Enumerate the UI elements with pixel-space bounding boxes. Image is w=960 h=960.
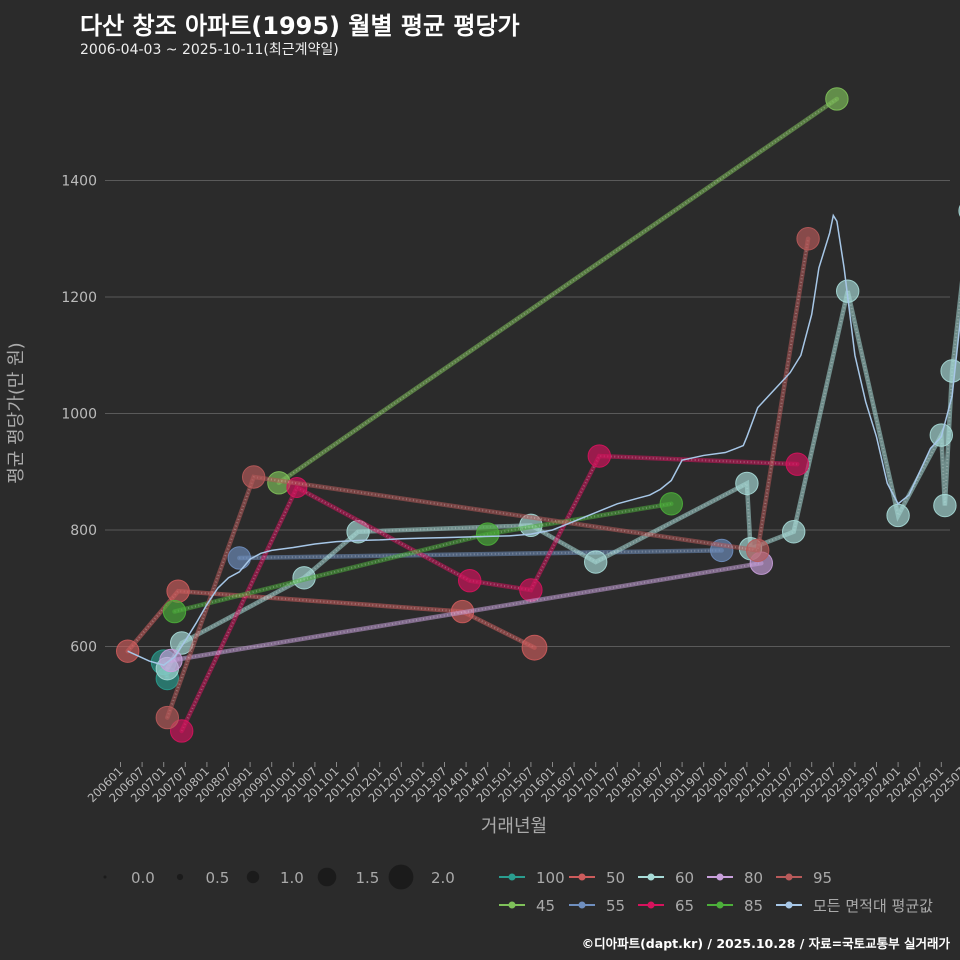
x-axis-label: 거래년월	[481, 816, 547, 837]
legend-label: 95	[813, 869, 832, 887]
data-point	[825, 87, 849, 111]
series-connector	[165, 236, 811, 720]
size-legend: 0.0 0.5 1.0 1.5 2.0	[103, 864, 455, 890]
data-point	[166, 579, 190, 603]
series-connector	[179, 453, 800, 734]
legend-item-1: 45	[499, 897, 555, 915]
legend-item-5: 65	[638, 897, 694, 915]
series-line	[127, 213, 960, 666]
data-point	[782, 520, 806, 544]
data-point	[227, 546, 252, 570]
series-8	[155, 227, 820, 730]
series-2	[116, 579, 548, 663]
data-point	[940, 359, 960, 383]
size-legend-label: 0.0	[131, 869, 155, 887]
size-legend-label: 2.0	[431, 869, 455, 887]
legend-item-3: 55	[569, 897, 625, 915]
legend-item-7: 85	[707, 897, 763, 915]
y-tick-label: 1000	[61, 407, 97, 423]
legend-item-4: 60	[638, 869, 694, 887]
data-point	[735, 471, 759, 496]
chart-title: 다산 창조 아파트(1995) 월별 평균 평당가	[80, 12, 520, 40]
data-point	[170, 719, 194, 743]
legend-swatch-dot	[785, 873, 793, 881]
data-point	[785, 452, 809, 476]
y-axis-ticks: 600 800 1000 1200 1400	[61, 174, 97, 656]
legend-item-8: 95	[776, 869, 832, 887]
data-point	[476, 522, 500, 546]
size-legend-circle	[317, 867, 337, 887]
legend-label: 80	[744, 869, 763, 887]
data-point	[162, 599, 187, 624]
series-connector-beads	[180, 454, 798, 732]
legend-label: 55	[606, 897, 625, 915]
series-connector	[168, 560, 764, 663]
color-legend: 100 45 50 55 60 65 80 85 95 모든 면적대 평균값	[499, 869, 933, 915]
data-point	[796, 227, 820, 251]
size-legend-circle	[246, 870, 260, 884]
data-point	[659, 492, 683, 516]
data-point	[458, 568, 482, 593]
legend-label: 45	[536, 897, 555, 915]
data-point	[886, 503, 910, 528]
series-9	[127, 213, 960, 666]
legend-label: 65	[675, 897, 694, 915]
legend-label: 50	[606, 869, 625, 887]
series-connector	[276, 96, 840, 486]
y-tick-label: 1400	[61, 174, 97, 190]
series-4	[155, 204, 960, 681]
y-axis-label: 평균 평당가(만 원)	[6, 342, 27, 483]
series-3	[227, 538, 734, 570]
legend-swatch-dot	[578, 873, 586, 881]
legend-item-0: 100	[499, 869, 565, 887]
y-tick-label: 1200	[61, 290, 97, 306]
legend-label: 100	[536, 869, 565, 887]
series-connector	[125, 588, 537, 654]
y-tick-label: 800	[70, 523, 97, 539]
size-legend-circle	[176, 873, 184, 881]
legend-swatch-dot	[578, 901, 586, 909]
legend-label: 60	[675, 869, 694, 887]
legend-label: 모든 면적대 평균값	[813, 897, 933, 915]
y-tick-label: 600	[70, 640, 97, 656]
data-point	[933, 493, 957, 518]
legend-swatch-dot	[716, 901, 724, 909]
legend-swatch-dot	[716, 873, 724, 881]
series-layer	[116, 87, 960, 743]
data-point	[584, 550, 608, 574]
legend-swatch-dot	[508, 901, 516, 909]
data-point	[116, 639, 140, 663]
legend-item-6: 80	[707, 869, 763, 887]
legend-item-9: 모든 면적대 평균값	[776, 897, 933, 915]
size-legend-circle	[388, 864, 414, 890]
series-connector	[237, 548, 724, 561]
data-point	[521, 634, 548, 661]
size-legend-circle	[103, 875, 107, 879]
x-axis-ticks: 2006012006072007012007072008012008072009…	[85, 762, 960, 805]
series-connector-beads	[126, 590, 535, 652]
series-1	[267, 87, 849, 495]
data-point	[155, 705, 180, 730]
legend-swatch-dot	[647, 901, 655, 909]
chart-subtitle: 2006-04-03 ~ 2025-10-11(최근계약일)	[80, 42, 339, 58]
data-point	[746, 538, 770, 563]
series-connector-beads	[166, 290, 960, 670]
legend-label: 85	[744, 897, 763, 915]
size-legend-label: 1.5	[356, 869, 380, 887]
legend-swatch-dot	[647, 873, 655, 881]
data-point	[242, 465, 266, 489]
source-credit: ©디아파트(dapt.kr) / 2025.10.28 / 자료=국토교통부 실…	[581, 936, 950, 951]
size-legend-label: 0.5	[206, 869, 230, 887]
legend-item-2: 50	[569, 869, 625, 887]
series-connector-beads	[278, 98, 838, 484]
legend-swatch-dot	[785, 901, 793, 909]
series-7	[162, 492, 683, 624]
series-5	[170, 444, 809, 743]
legend-swatch-dot	[508, 873, 516, 881]
data-point	[587, 444, 611, 468]
size-legend-label: 1.0	[280, 869, 304, 887]
